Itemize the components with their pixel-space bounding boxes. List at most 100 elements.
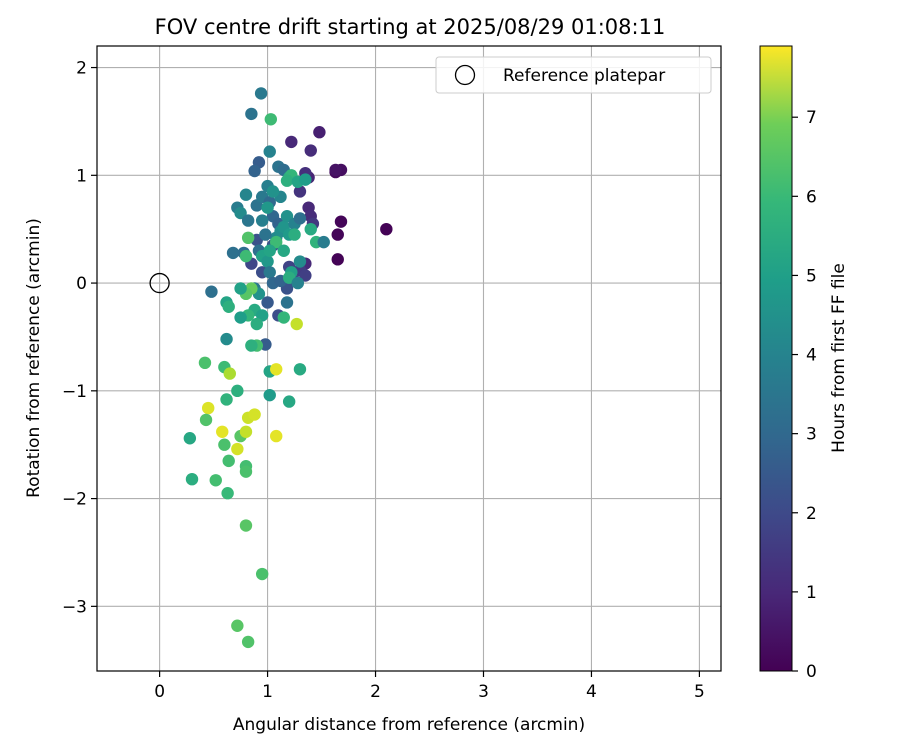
data-point [241,231,255,245]
data-point [250,317,263,331]
data-point [239,188,253,201]
y-tick-label: 2 [76,59,87,79]
data-point [239,465,253,478]
x-tick-label: 1 [262,682,273,702]
reference-platepar-marker [149,272,170,294]
colorbar-label: Hours from first FF file [829,263,849,453]
data-point [304,144,317,157]
x-tick-label: 2 [370,682,381,702]
data-point [248,408,261,421]
data-points [149,87,393,649]
colorbar: 0 1 2 3 4 5 6 7 Hours from first FF file [759,45,849,682]
y-tick-label: 0 [76,274,87,294]
data-point [241,635,255,649]
data-point [220,332,233,346]
data-point [254,87,268,100]
data-point [248,164,261,178]
data-point [270,235,283,249]
data-point [277,311,290,324]
data-point [313,126,326,139]
data-point [263,145,276,158]
data-point [291,276,305,290]
y-tick-label: −3 [62,597,87,617]
data-point [277,244,290,257]
x-tick-label: 5 [694,682,705,702]
legend-label-reference: Reference platepar [503,66,665,86]
data-point [231,442,244,456]
data-point [331,228,344,241]
legend: Reference platepar [435,56,712,94]
data-point [255,214,269,227]
data-point [205,285,218,298]
data-point [329,163,342,177]
data-point [334,215,348,228]
grid-lines [97,46,721,671]
data-point [299,173,312,186]
data-point [222,300,235,313]
data-point [216,425,229,438]
chart-title: FOV centre drift starting at 2025/08/29 … [155,15,666,39]
colorbar-tick-label: 5 [806,266,817,286]
y-tick-label: 1 [76,166,87,186]
x-tick-label: 0 [154,682,165,702]
data-point [270,363,283,376]
data-point [198,356,212,370]
data-point [221,486,234,500]
data-point [293,185,307,198]
data-point [245,107,258,121]
data-point [290,317,303,331]
data-point [293,212,307,225]
y-axis-label: Rotation from reference (arcmin) [24,218,44,498]
data-point [261,201,274,214]
data-point [280,174,294,187]
colorbar-tick-label: 4 [806,346,817,366]
colorbar-tick-label: 7 [806,108,817,128]
data-point [231,619,244,632]
colorbar-tick-label: 1 [806,583,817,603]
data-point [263,266,276,279]
data-point [218,438,231,451]
data-point [280,210,294,223]
colorbar-tick-label: 0 [806,662,817,682]
data-point [270,429,283,443]
colorbar-tick-label: 6 [806,187,817,207]
data-point [231,384,244,398]
data-point [288,228,301,241]
data-point [293,363,307,376]
data-point [280,296,294,309]
plot-frame [96,45,722,672]
data-point [264,113,278,126]
y-tick-label: −2 [62,490,87,510]
data-point [209,474,222,487]
data-point [201,401,215,415]
data-point [299,269,312,282]
data-point [239,249,253,263]
data-point [293,255,307,268]
data-point [266,185,280,198]
data-point [263,244,276,257]
colorbar-ticks: 0 1 2 3 4 5 6 7 [792,108,817,682]
data-point [261,255,274,268]
data-point [331,253,344,266]
colorbar-tick-label: 2 [806,504,817,524]
data-point [183,432,197,445]
data-point [259,228,272,241]
data-point [220,393,233,406]
data-point [304,222,317,236]
axis-ticks: 0 1 2 3 4 5 −3 −2 −1 0 1 2 [62,59,705,702]
data-point [285,135,298,149]
data-point [234,311,247,324]
colorbar-tick-label: 3 [806,425,817,445]
data-point [222,454,235,468]
data-point [185,472,199,486]
legend-reference-marker [454,64,476,86]
data-point [241,214,255,227]
data-point [282,395,296,408]
x-axis-label: Angular distance from reference (arcmin) [233,715,585,735]
data-point [245,339,258,352]
data-point [239,425,253,438]
data-point [226,246,240,260]
data-point [223,367,236,380]
x-tick-label: 4 [586,682,597,702]
